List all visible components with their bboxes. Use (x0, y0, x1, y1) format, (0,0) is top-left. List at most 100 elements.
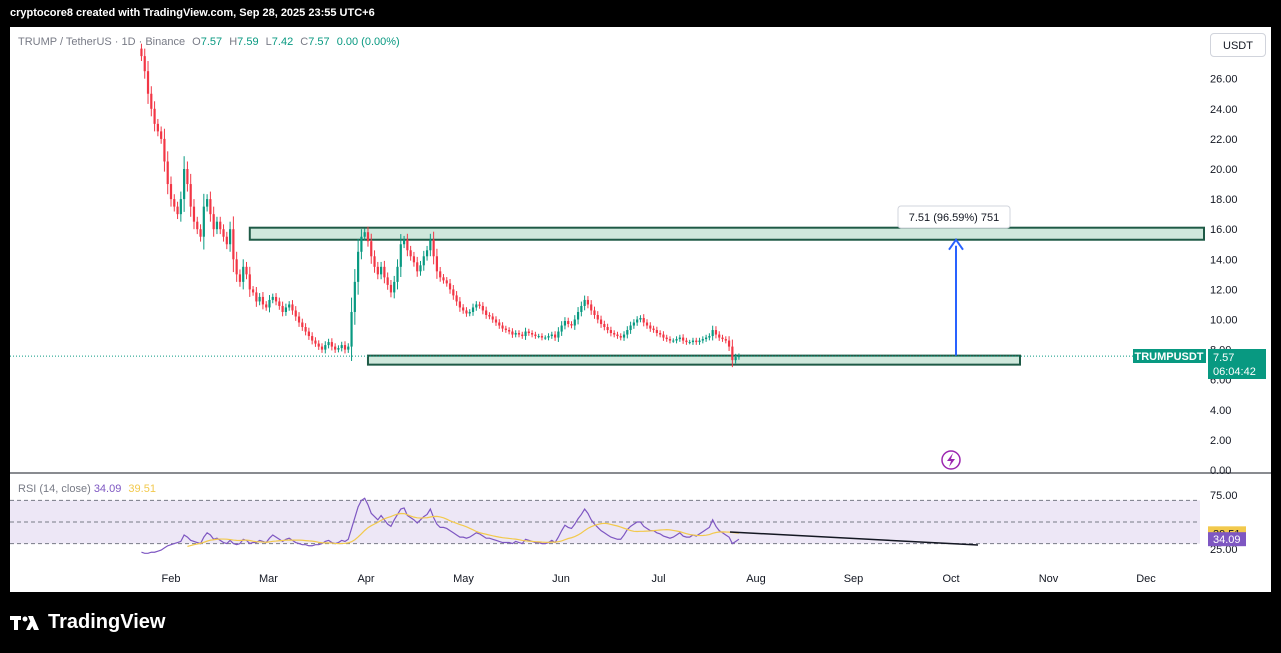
rsi-tag-box (1208, 532, 1246, 547)
candle-body (432, 239, 435, 257)
candle-body (146, 71, 150, 94)
candle-body (701, 339, 704, 341)
price-tag-countdown: 06:04:42 (1213, 366, 1256, 378)
candle-body (471, 307, 475, 312)
currency-button[interactable]: USDT (1210, 33, 1266, 57)
rsi-ma-value: 39.51 (128, 483, 156, 495)
candle-body (642, 317, 645, 323)
candle-body (452, 289, 455, 296)
change-value: 0.00 (0.00%) (336, 36, 400, 48)
candle-body (540, 336, 544, 338)
candle-body (186, 169, 189, 185)
candle-body (448, 283, 452, 290)
price-tick-label: 14.00 (1210, 254, 1238, 266)
candle-body (508, 330, 511, 332)
candle-body (235, 259, 238, 275)
rsi-value: 34.09 (93, 483, 122, 495)
price-tick-label: 22.00 (1210, 134, 1238, 146)
candle-body (439, 271, 442, 278)
candle-body (636, 319, 639, 323)
candle-body (215, 221, 219, 230)
candle-body (196, 221, 199, 230)
candle-body (150, 93, 153, 109)
open-value: 7.57 (200, 36, 223, 48)
candle-body (396, 266, 399, 282)
candle-body (179, 199, 182, 215)
candle-body (281, 305, 284, 312)
close-value: 7.57 (308, 36, 330, 48)
candle-body (682, 337, 685, 341)
candle-body (373, 256, 376, 267)
candle-body (248, 274, 251, 290)
symbol-title[interactable]: TRUMP / TetherUS · 1D · Binance (18, 36, 186, 48)
candle-body (649, 325, 652, 329)
measure-arrow-head (948, 237, 964, 251)
candle-body (494, 319, 498, 323)
candle-body (468, 311, 471, 314)
candle-body (645, 322, 649, 326)
candle-body (629, 325, 632, 331)
candle-body (412, 256, 416, 263)
candle-body (334, 346, 337, 350)
candle-body (734, 357, 737, 361)
time-tick-label: Mar (259, 573, 278, 585)
time-tick-label: May (453, 573, 474, 585)
candle-body (386, 277, 389, 285)
candle-body (659, 333, 662, 335)
tradingview-brand: TradingView (48, 611, 166, 633)
candle-body (491, 316, 494, 320)
time-tick-label: Dec (1136, 573, 1156, 585)
time-tick-label: Jul (651, 573, 665, 585)
candle-body (527, 331, 530, 334)
candle-body (475, 304, 478, 308)
candle-body (609, 330, 612, 334)
candle-body (202, 206, 205, 237)
time-tick-label: Feb (162, 573, 181, 585)
price-tag-box (1208, 349, 1266, 379)
time-tick-label: Apr (357, 573, 374, 585)
chart-caption: cryptocore8 created with TradingView.com… (10, 7, 375, 19)
candle-body (350, 311, 353, 347)
lightning-icon (941, 450, 961, 470)
price-tag-value: 7.57 (1213, 352, 1234, 364)
candle-body (563, 321, 567, 326)
candle-body (435, 256, 439, 272)
candle-body (416, 262, 419, 272)
price-tick-label: 24.00 (1210, 104, 1238, 116)
candle-body (655, 330, 658, 334)
candle-body (504, 328, 507, 331)
time-tick-label: Aug (746, 573, 766, 585)
candle-body (478, 304, 481, 306)
candle-body (485, 310, 488, 315)
lightning-icon-bolt (947, 453, 955, 467)
candle-body (665, 337, 668, 340)
low-label: L (265, 36, 272, 48)
chart-canvas[interactable]: 26.00 24.00 22.00 20.00 18.00 16.00 14.00 12.00… (10, 27, 1271, 592)
rsi-legend[interactable]: RSI (14, close) 34.09 39.51 (18, 483, 156, 495)
candle-body (524, 331, 527, 337)
candle-body (228, 229, 232, 245)
candle-body (422, 256, 425, 266)
candle-body (678, 337, 681, 340)
candle-body (560, 325, 563, 332)
candle-body (245, 266, 248, 275)
candle-body (169, 184, 173, 200)
measure-label: 7.51 (96.59%) 751 (909, 212, 1000, 224)
candle-body (619, 336, 622, 338)
candle-body (534, 334, 537, 337)
candle-body (307, 331, 310, 337)
chart-frame[interactable]: 26.00 24.00 22.00 20.00 18.00 16.00 14.00 12.00… (10, 27, 1271, 592)
candle-body (570, 324, 573, 326)
tradingview-logo[interactable]: TradingView (10, 611, 165, 634)
high-value: 7.59 (237, 36, 259, 48)
candle-body (402, 239, 406, 245)
candle-body (731, 346, 734, 361)
price-tick-label: 10.00 (1210, 315, 1238, 327)
time-tick-label: Sep (844, 573, 864, 585)
candle-body (576, 311, 580, 320)
candle-body (357, 251, 360, 282)
candle-body (366, 232, 370, 242)
candle-body (370, 241, 373, 257)
candle-body (501, 325, 504, 329)
candle-body (222, 229, 225, 237)
